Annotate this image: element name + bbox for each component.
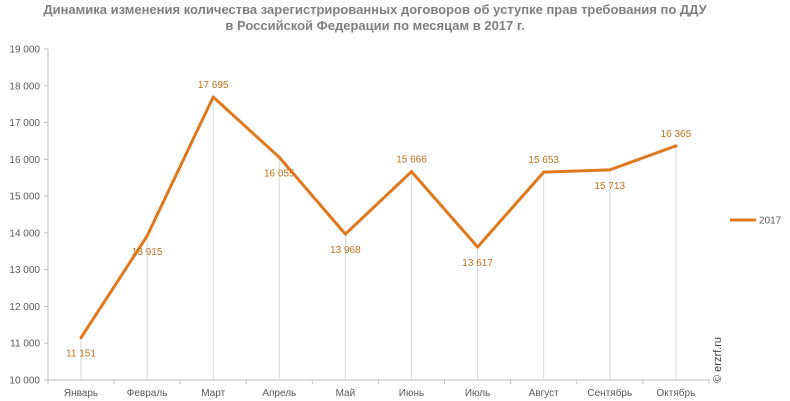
x-tick-label: Март (201, 388, 225, 399)
x-tick-label: Июнь (399, 388, 424, 399)
y-tick-label: 19 000 (9, 45, 40, 56)
x-tick-label: Октябрь (657, 387, 696, 399)
x-tick-label: Сентябрь (587, 387, 632, 399)
data-label: 16 365 (661, 129, 692, 140)
data-label: 15 653 (528, 155, 559, 166)
y-tick-label: 17 000 (9, 118, 40, 129)
data-label: 11 151 (66, 349, 96, 360)
data-point (343, 232, 347, 236)
chart-title-line-2: в Российской Федерации по месяцам в 2017… (225, 18, 525, 33)
chart-title: Динамика изменения количества зарегистри… (40, 2, 710, 34)
data-label: 17 695 (198, 80, 229, 91)
data-point (476, 245, 480, 249)
y-tick-label: 10 000 (9, 376, 40, 387)
data-label: 13 968 (330, 245, 361, 256)
data-point (542, 170, 546, 174)
y-tick-label: 12 000 (9, 302, 40, 313)
chart-title-line-1: Динамика изменения количества зарегистри… (43, 2, 707, 17)
y-tick-label: 13 000 (9, 265, 40, 276)
x-tick-label: Август (529, 388, 560, 399)
data-point (145, 234, 149, 238)
data-point (608, 168, 612, 172)
series-2017-line (79, 95, 678, 340)
x-tick-label: Февраль (127, 388, 168, 399)
y-tick-label: 18 000 (9, 81, 40, 92)
y-tick-label: 15 000 (9, 192, 40, 203)
legend-label: 2017 (759, 216, 782, 227)
y-tick-label: 16 000 (9, 155, 40, 166)
x-tick-label: Апрель (262, 388, 296, 399)
y-tick-label: 11 000 (10, 339, 40, 350)
y-tick-label: 14 000 (9, 228, 40, 239)
data-label: 16 055 (264, 168, 295, 179)
data-label: 13 617 (462, 258, 493, 269)
x-tick-label: Январь (64, 388, 98, 399)
data-point (79, 336, 83, 340)
data-label: 15 666 (396, 155, 427, 166)
data-point (674, 144, 678, 148)
x-tick-label: Июль (465, 388, 491, 399)
x-tick-label: Май (336, 388, 356, 399)
watermark: © erzrf.ru (712, 337, 724, 383)
data-point (410, 170, 413, 174)
data-label: 13 915 (132, 247, 163, 258)
data-point (211, 95, 215, 99)
data-point (277, 155, 281, 159)
data-label: 15 713 (595, 181, 626, 192)
